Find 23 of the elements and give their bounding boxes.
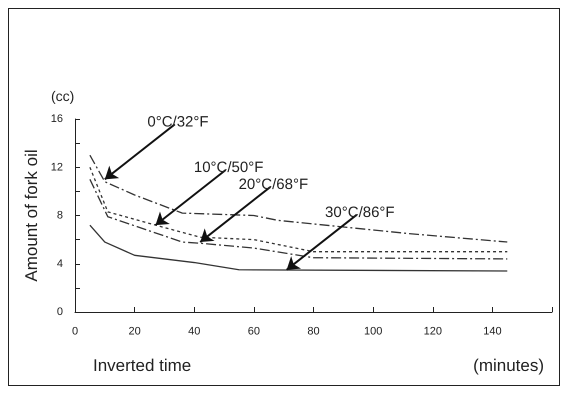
x-tick-label: 20 xyxy=(128,326,141,338)
x-axis-title: Inverted time xyxy=(93,356,192,375)
x-tick-label: 100 xyxy=(364,326,382,338)
text: (cc) xyxy=(51,88,74,104)
y-tick-label: 0 xyxy=(56,306,63,318)
line-series xyxy=(89,154,508,243)
annotation: 10°C/50°F xyxy=(194,159,264,176)
y-tick-label: 12 xyxy=(50,161,63,174)
line-series xyxy=(89,224,508,272)
text: (minutes) xyxy=(473,356,544,375)
y-tick-label: 8 xyxy=(56,210,63,222)
x-tick-label: 60 xyxy=(248,326,260,338)
x-tick-label: 40 xyxy=(188,326,200,338)
x-tick-label: 140 xyxy=(483,326,502,338)
annotation: 0°C/32°F xyxy=(147,113,209,130)
y-tick-label: 16 xyxy=(50,113,63,125)
x-tick-label: 80 xyxy=(307,326,320,338)
x-tick-label: 0 xyxy=(72,326,78,338)
annotation: 30°C/86°F xyxy=(325,204,395,221)
y-axis-title: Amount of fork oil xyxy=(22,149,41,282)
y-tick-label: 4 xyxy=(56,258,63,270)
x-tick-label: 120 xyxy=(424,326,442,338)
annotation: 20°C/68°F xyxy=(238,176,308,194)
